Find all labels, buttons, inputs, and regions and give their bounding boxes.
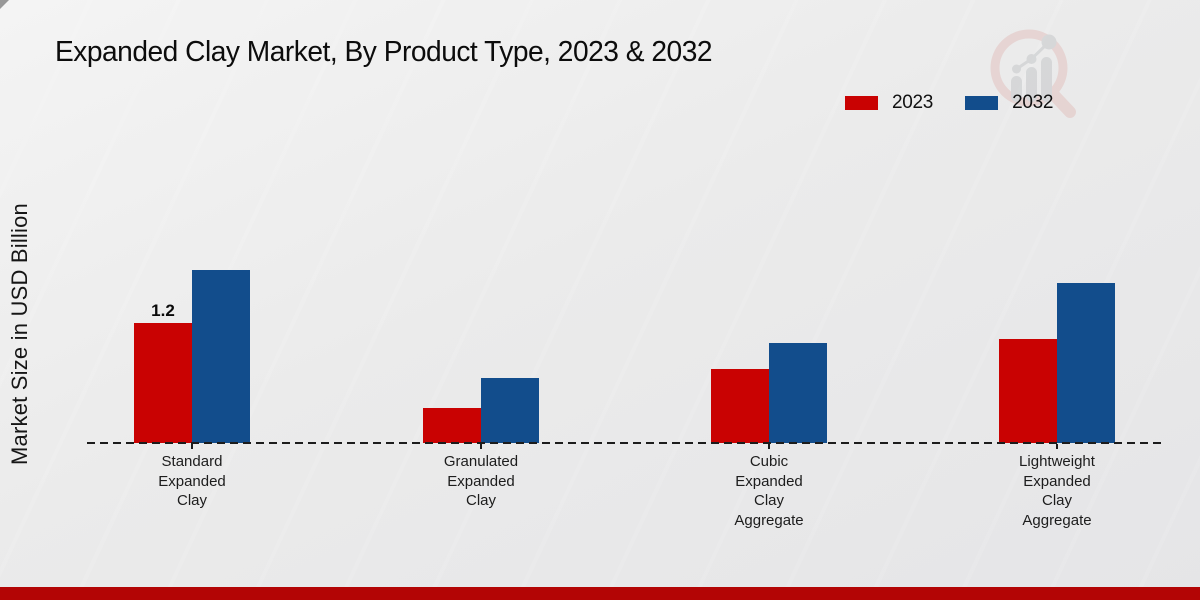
bar-2032-category-3	[1057, 283, 1115, 443]
legend-item-2023: 2023	[845, 92, 933, 114]
category-label: Cubic Expanded Clay Aggregate	[734, 453, 804, 529]
x-axis-tick	[480, 444, 482, 449]
bar-2032-category-2	[769, 343, 827, 443]
magnifier-bar-chart-logo-icon	[990, 29, 1076, 118]
x-axis-tick	[1056, 444, 1058, 449]
bar-2032-category-0	[192, 270, 250, 443]
legend-label: 2032	[1012, 92, 1054, 113]
bar-2023-category-2	[711, 369, 769, 443]
bar-2023-category-3	[999, 339, 1057, 443]
x-axis-baseline	[87, 442, 1163, 444]
bar-2023-category-0	[134, 323, 192, 443]
legend-label: 2023	[892, 92, 934, 113]
legend: 2023 2032	[845, 92, 1053, 114]
bar-value-label: 1.2	[151, 301, 175, 320]
footer-accent-bar	[0, 587, 1200, 600]
bar-2023-category-1	[423, 408, 481, 443]
legend-swatch-icon	[965, 96, 999, 110]
legend-item-2032: 2032	[965, 92, 1053, 114]
category-label: Lightweight Expanded Clay Aggregate	[1019, 453, 1095, 529]
chart-title: Expanded Clay Market, By Product Type, 2…	[55, 36, 713, 68]
x-axis-tick	[768, 444, 770, 449]
legend-swatch-icon	[845, 96, 878, 110]
x-axis-tick	[191, 444, 193, 449]
bar-2032-category-1	[481, 378, 539, 443]
category-label: Granulated Expanded Clay	[443, 453, 519, 509]
category-label: Standard Expanded Clay	[158, 453, 226, 509]
corner-fold-decoration	[0, 0, 9, 9]
